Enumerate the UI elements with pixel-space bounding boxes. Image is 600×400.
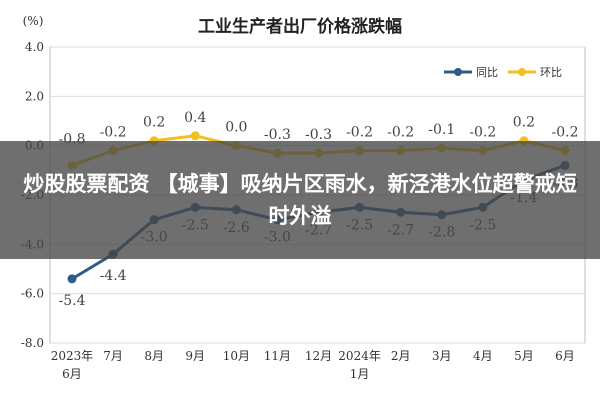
data-label-mom: -0.2 (387, 125, 414, 141)
y-tick-label: -6.0 (21, 287, 44, 301)
data-label-mom: 0.2 (513, 115, 535, 131)
x-tick-label: 10月 (223, 349, 250, 363)
legend-marker (454, 68, 462, 76)
data-label-mom: -0.2 (100, 125, 127, 141)
x-tick-label: 2024年 (338, 349, 381, 363)
x-tick-label: 4月 (473, 349, 493, 363)
data-label-mom: 0.2 (143, 115, 165, 131)
overlay-headline: 炒股股票配资 【城事】吸纳片区雨水，新泾港水位超警戒短时外溢 (23, 172, 577, 228)
chart-title: 工业生产者出厂价格涨跌幅 (198, 16, 402, 37)
x-tick-label: 3月 (432, 349, 452, 363)
x-tick-label: 1月 (350, 367, 370, 381)
x-tick-label: 2月 (391, 349, 411, 363)
x-tick-label: 9月 (185, 349, 205, 363)
x-tick-label: 7月 (103, 349, 123, 363)
data-label-mom: 0.0 (225, 120, 247, 136)
y-tick-label: -8.0 (21, 336, 44, 350)
data-label-yoy: -5.4 (59, 293, 86, 309)
data-label-mom: -0.2 (469, 125, 496, 141)
legend-marker (518, 68, 526, 76)
data-label-mom: 0.4 (184, 110, 206, 126)
data-point (190, 131, 200, 141)
y-tick-label: 2.0 (25, 89, 44, 103)
data-label-mom: -0.3 (264, 127, 291, 143)
x-tick-label: 12月 (305, 349, 332, 363)
x-axis: 2023年 6月 7月 8月 9月 10月 11月 12月 2024年 1月 2月 3月 4月 5月 6月 (51, 349, 575, 381)
legend-label: 环比 (540, 66, 562, 79)
y-tick-label: 4.0 (25, 40, 44, 54)
y-axis-unit: (%) (23, 14, 44, 28)
data-point (67, 274, 77, 284)
x-tick-label: 6月 (62, 367, 82, 381)
x-tick-label: 8月 (144, 349, 164, 363)
x-tick-label: 11月 (264, 349, 291, 363)
legend: 同比 环比 (444, 66, 562, 79)
x-tick-label: 2023年 (51, 349, 94, 363)
data-label-mom: -0.2 (346, 125, 373, 141)
overlay-banner: 炒股股票配资 【城事】吸纳片区雨水，新泾港水位超警戒短时外溢 (0, 141, 600, 259)
data-label-mom: -0.1 (428, 122, 455, 138)
data-label-mom: -0.3 (305, 127, 332, 143)
legend-label: 同比 (476, 66, 498, 79)
data-label-mom: -0.2 (552, 125, 579, 141)
data-label-yoy: -4.4 (100, 268, 127, 284)
x-tick-label: 6月 (555, 349, 575, 363)
x-tick-label: 5月 (514, 349, 534, 363)
